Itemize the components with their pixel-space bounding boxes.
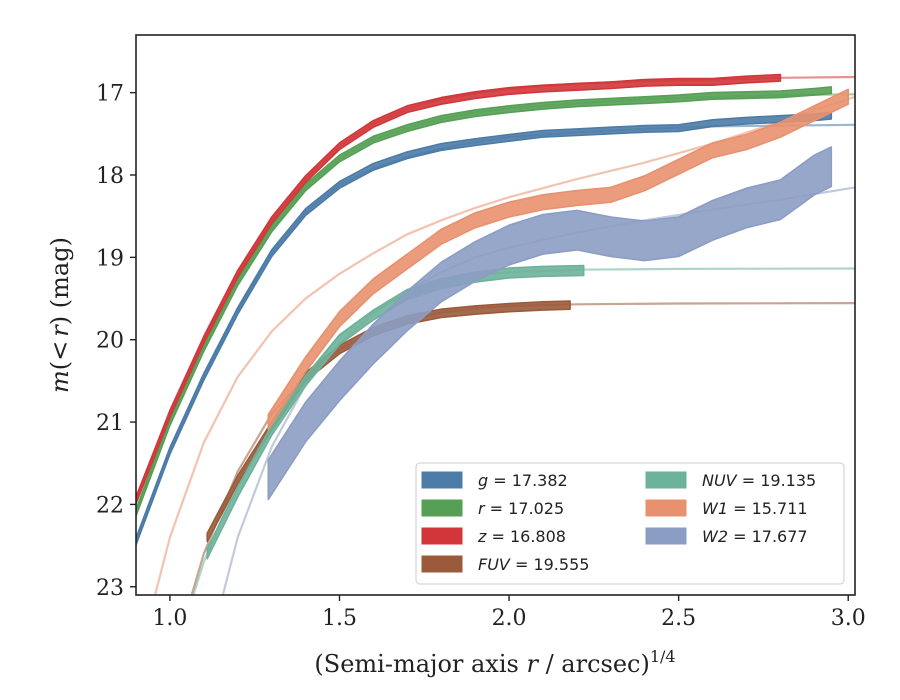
y-tick-label: 22 — [96, 493, 124, 518]
observed-profile-w2 — [267, 146, 833, 501]
observed-profiles — [136, 73, 849, 560]
y-tick-label: 20 — [96, 329, 124, 354]
legend-swatch-fuv — [421, 555, 463, 573]
legend-swatch-w2 — [645, 527, 687, 545]
plot-frame — [135, 34, 856, 596]
x-tick-label: 1.0 — [152, 606, 187, 631]
legend-label-nuv: NUV = 19.135 — [702, 471, 816, 490]
x-tick-label: 2.0 — [492, 606, 527, 631]
legend-swatch-z — [421, 527, 463, 545]
y-axis: 17 18 19 20 21 22 23 — [96, 82, 136, 601]
legend-box — [415, 462, 845, 585]
y-tick-label: 19 — [96, 246, 124, 271]
observed-profile-nuv — [206, 264, 585, 560]
y-tick-label: 23 — [96, 576, 124, 601]
x-axis-label: (Semi-major axis r / arcsec)1/4 — [314, 647, 675, 678]
legend-swatch-w1 — [645, 499, 687, 517]
y-tick-label: 21 — [96, 411, 124, 436]
y-axis-label: m(<r) (mag) — [46, 237, 74, 393]
legend-label-z: z = 16.808 — [477, 527, 566, 546]
legend-swatch-nuv — [645, 471, 687, 489]
x-tick-label: 3.0 — [831, 606, 866, 631]
legend-label-w2: W2 = 17.677 — [702, 527, 808, 546]
legend-label-w1: W1 = 15.711 — [702, 499, 808, 518]
y-tick-label: 17 — [96, 82, 124, 107]
legend-swatch-r — [421, 499, 463, 517]
legend-label-g: g = 17.382 — [478, 471, 568, 490]
legend-label-fuv: FUV = 19.555 — [478, 555, 589, 574]
x-tick-label: 1.5 — [322, 606, 357, 631]
legend-label-r: r = 17.025 — [478, 499, 564, 518]
model-curve-w1 — [153, 95, 855, 595]
legend: g = 17.382 r = 17.025 z = 16.808 FUV = 19.5… — [415, 462, 845, 585]
observed-profile-r — [136, 86, 833, 517]
x-axis: 1.0 1.5 2.0 2.5 3.0 — [152, 595, 866, 631]
observed-profile-w1 — [267, 88, 849, 431]
legend-swatch-g — [421, 471, 463, 489]
x-tick-label: 2.5 — [661, 606, 696, 631]
y-tick-label: 18 — [96, 164, 124, 189]
observed-profile-g — [136, 111, 833, 546]
observed-profile-z — [136, 73, 782, 505]
